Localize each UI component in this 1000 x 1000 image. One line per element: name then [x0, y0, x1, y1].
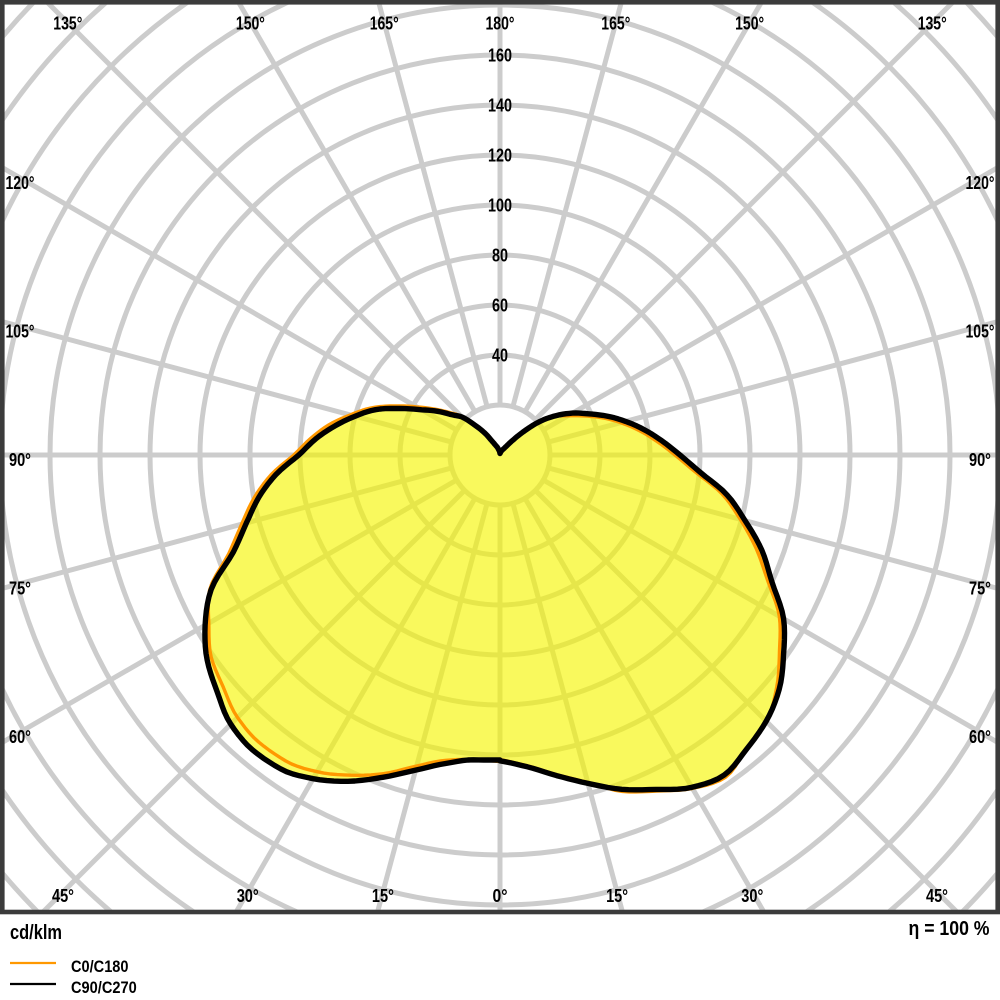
svg-text:C90/C270: C90/C270	[71, 979, 137, 997]
svg-text:30°: 30°	[741, 886, 763, 906]
svg-text:0°: 0°	[493, 886, 508, 906]
svg-text:150°: 150°	[735, 13, 764, 33]
svg-text:90°: 90°	[969, 450, 991, 470]
svg-text:105°: 105°	[6, 321, 35, 341]
svg-text:60°: 60°	[969, 727, 991, 747]
svg-text:150°: 150°	[236, 13, 265, 33]
svg-text:30°: 30°	[237, 886, 259, 906]
svg-text:15°: 15°	[372, 886, 394, 906]
svg-text:105°: 105°	[966, 321, 995, 341]
svg-text:100: 100	[488, 196, 512, 216]
svg-text:cd/klm: cd/klm	[10, 922, 62, 944]
svg-text:160: 160	[488, 46, 512, 66]
svg-text:15°: 15°	[606, 886, 628, 906]
svg-text:120: 120	[488, 146, 512, 166]
svg-text:165°: 165°	[601, 13, 630, 33]
svg-text:135°: 135°	[53, 13, 82, 33]
svg-text:135°: 135°	[918, 13, 947, 33]
svg-text:80: 80	[492, 246, 508, 266]
svg-text:60: 60	[492, 296, 508, 316]
svg-text:140: 140	[488, 96, 512, 116]
svg-text:180°: 180°	[486, 13, 515, 33]
svg-text:40: 40	[492, 346, 508, 366]
svg-text:45°: 45°	[52, 886, 74, 906]
svg-text:75°: 75°	[9, 579, 31, 599]
svg-text:165°: 165°	[370, 13, 399, 33]
svg-text:60°: 60°	[9, 727, 31, 747]
svg-text:45°: 45°	[926, 886, 948, 906]
svg-text:90°: 90°	[9, 450, 31, 470]
svg-text:75°: 75°	[969, 579, 991, 599]
svg-text:120°: 120°	[966, 173, 995, 193]
svg-text:η = 100 %: η = 100 %	[909, 918, 990, 940]
svg-text:120°: 120°	[6, 173, 35, 193]
svg-text:C0/C180: C0/C180	[71, 958, 129, 976]
